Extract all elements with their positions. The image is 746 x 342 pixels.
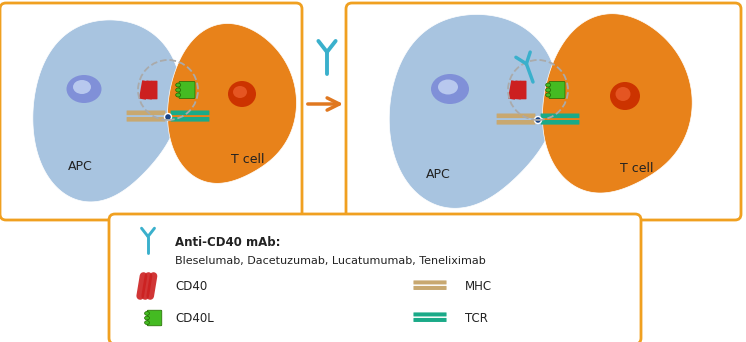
- Text: T cell: T cell: [231, 153, 265, 166]
- FancyBboxPatch shape: [171, 117, 210, 122]
- Ellipse shape: [145, 321, 149, 325]
- FancyBboxPatch shape: [541, 114, 580, 118]
- Text: CD40L: CD40L: [175, 312, 214, 325]
- FancyBboxPatch shape: [147, 310, 162, 326]
- Polygon shape: [542, 14, 692, 193]
- FancyBboxPatch shape: [413, 286, 447, 290]
- FancyBboxPatch shape: [549, 81, 565, 98]
- Ellipse shape: [438, 79, 458, 94]
- Ellipse shape: [610, 82, 640, 110]
- Polygon shape: [389, 14, 558, 208]
- Ellipse shape: [615, 87, 630, 101]
- FancyBboxPatch shape: [508, 80, 518, 100]
- FancyBboxPatch shape: [497, 120, 536, 124]
- Ellipse shape: [431, 74, 469, 104]
- Ellipse shape: [546, 88, 551, 92]
- Ellipse shape: [66, 75, 101, 103]
- FancyBboxPatch shape: [497, 114, 536, 118]
- Ellipse shape: [145, 316, 149, 320]
- Ellipse shape: [534, 117, 542, 123]
- Text: MHC: MHC: [465, 279, 492, 292]
- FancyBboxPatch shape: [127, 117, 166, 122]
- FancyBboxPatch shape: [0, 3, 302, 220]
- Ellipse shape: [73, 80, 91, 94]
- FancyBboxPatch shape: [109, 214, 641, 342]
- FancyBboxPatch shape: [413, 312, 447, 316]
- Ellipse shape: [145, 312, 149, 315]
- FancyBboxPatch shape: [514, 80, 522, 100]
- FancyBboxPatch shape: [541, 120, 580, 124]
- Ellipse shape: [176, 88, 181, 92]
- Ellipse shape: [228, 81, 256, 107]
- Ellipse shape: [176, 83, 181, 87]
- Ellipse shape: [165, 114, 172, 120]
- Text: Bleselumab, Dacetuzumab, Lucatumumab, Teneliximab: Bleselumab, Dacetuzumab, Lucatumumab, Te…: [175, 256, 486, 266]
- Text: T cell: T cell: [620, 162, 653, 175]
- Ellipse shape: [546, 93, 551, 97]
- FancyBboxPatch shape: [413, 318, 447, 322]
- FancyBboxPatch shape: [151, 81, 157, 99]
- FancyBboxPatch shape: [171, 110, 210, 115]
- FancyBboxPatch shape: [346, 3, 741, 220]
- FancyBboxPatch shape: [519, 81, 527, 99]
- FancyBboxPatch shape: [145, 80, 153, 100]
- Text: APC: APC: [426, 168, 451, 181]
- FancyBboxPatch shape: [413, 280, 447, 285]
- Ellipse shape: [176, 93, 181, 97]
- Text: Anti-CD40 mAb:: Anti-CD40 mAb:: [175, 237, 280, 250]
- Text: CD40: CD40: [175, 279, 207, 292]
- Ellipse shape: [546, 83, 551, 87]
- Polygon shape: [33, 20, 181, 202]
- FancyBboxPatch shape: [139, 80, 149, 100]
- Text: APC: APC: [68, 159, 93, 172]
- FancyBboxPatch shape: [179, 81, 195, 98]
- Text: TCR: TCR: [465, 312, 488, 325]
- Ellipse shape: [233, 86, 247, 98]
- Polygon shape: [168, 24, 296, 183]
- FancyBboxPatch shape: [127, 110, 166, 115]
